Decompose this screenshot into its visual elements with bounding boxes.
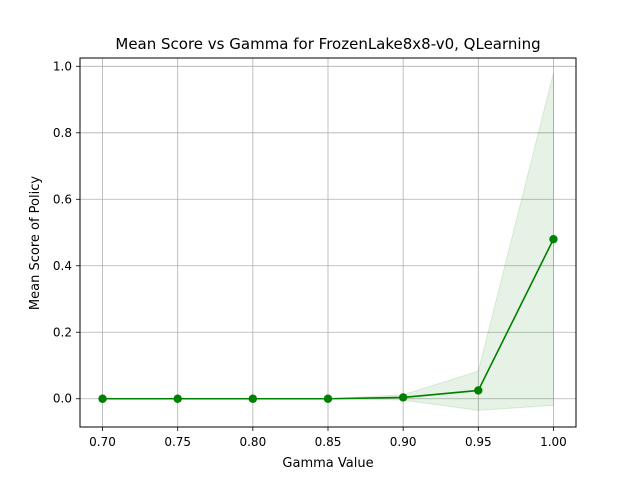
data-point	[248, 394, 258, 403]
y-tick-label: 0.8	[53, 126, 72, 140]
x-tick-label: 1.00	[540, 435, 567, 449]
y-tick-label: 0.2	[53, 325, 72, 339]
x-axis-label: Gamma Value	[282, 456, 373, 471]
x-tick-label: 0.80	[239, 435, 266, 449]
x-tick-label: 0.70	[89, 435, 116, 449]
y-axis: 0.0 0.2 0.4 0.6 0.8 1.0	[53, 59, 80, 406]
data-point	[549, 234, 558, 244]
data-point	[323, 394, 333, 403]
x-tick-label: 0.90	[390, 435, 417, 449]
x-axis: 0.70 0.75 0.80 0.85 0.90 0.95 1.00	[89, 427, 567, 449]
y-axis-label: Mean Score of Policy	[28, 176, 43, 310]
data-point	[474, 386, 483, 395]
y-tick-label: 0.6	[53, 192, 72, 206]
data-point	[398, 393, 408, 402]
x-tick-label: 0.85	[315, 435, 342, 449]
y-tick-label: 0.0	[53, 392, 72, 406]
series-markers	[98, 234, 558, 403]
data-point	[98, 394, 107, 403]
data-point	[173, 394, 182, 403]
chart-title: Mean Score vs Gamma for FrozenLake8x8-v0…	[115, 35, 540, 53]
x-tick-label: 0.75	[164, 435, 191, 449]
y-tick-label: 0.4	[53, 259, 72, 273]
y-tick-label: 1.0	[53, 59, 72, 73]
x-tick-label: 0.95	[465, 435, 492, 449]
